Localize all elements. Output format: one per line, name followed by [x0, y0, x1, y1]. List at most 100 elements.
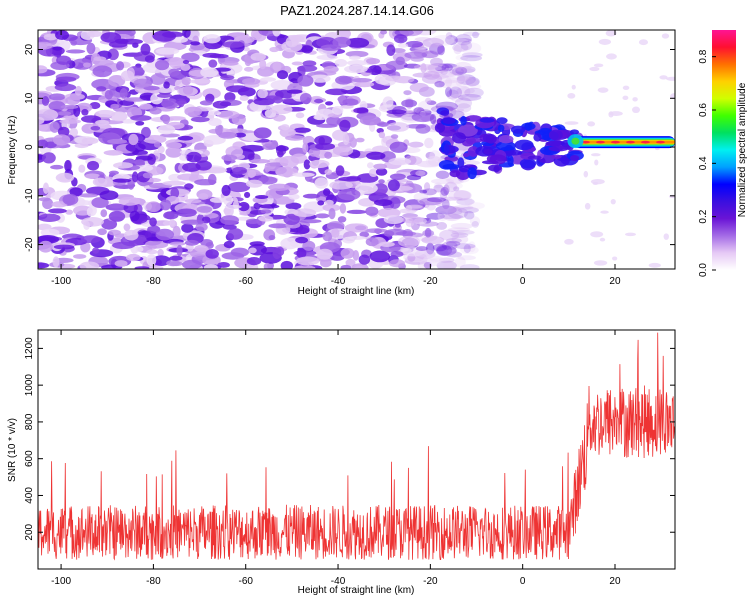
spectrogram-noise-blob: [184, 106, 202, 117]
spectrogram-noise-blob: [215, 124, 223, 136]
spectrogram-energy-blob: [521, 122, 536, 131]
spectrogram-noise-blob: [190, 41, 201, 46]
spectrogram-noise-blob: [349, 137, 357, 148]
spectrogram-noise-blob: [448, 37, 469, 47]
spectrogram-noise-blob: [378, 179, 385, 184]
colorbar-tick-label: 0.2: [698, 209, 709, 223]
spectrogram-noise-blob: [55, 30, 70, 41]
spectrogram-noise-blob: [468, 241, 476, 253]
spectrogram-noise-blob: [345, 37, 370, 48]
spectrogram-noise-blob: [55, 76, 77, 83]
spectrogram-noise-blob: [208, 117, 222, 127]
spectrogram-noise-blob: [162, 220, 172, 226]
spectrogram-noise-blob: [100, 32, 122, 43]
snr-y-tick-label: 1200: [24, 337, 35, 360]
spectrogram-noise-blob: [389, 173, 406, 181]
spectrogram-noise-blob: [631, 106, 641, 114]
spectrogram-noise-blob: [309, 74, 331, 83]
spectrogram-noise-blob: [157, 249, 164, 257]
spectrogram-energy-blob: [462, 152, 470, 158]
spectrogram-noise-blob: [146, 249, 158, 255]
spectrogram-noise-blob: [599, 237, 606, 242]
spectrogram-noise-blob: [268, 234, 276, 241]
spectrogram-noise-blob: [437, 63, 457, 69]
spectrogram-noise-blob: [220, 215, 239, 225]
spectrogram-noise-blob: [120, 70, 135, 82]
spectrogram-noise-blob: [169, 241, 186, 246]
spectrogram-noise-blob: [425, 155, 443, 168]
spectrogram-noise-blob: [454, 37, 472, 43]
spectrogram-noise-blob: [86, 206, 94, 217]
spectrogram-noise-blob: [96, 86, 107, 92]
spectrogram-noise-blob: [126, 253, 141, 262]
spectrogram-noise-blob: [339, 119, 351, 132]
spectrogram-noise-blob: [421, 236, 445, 245]
spectrogram-noise-blob: [81, 115, 102, 123]
spectrogram-noise-blob: [62, 193, 79, 206]
spectrogram-noise-blob: [259, 59, 267, 70]
spectrogram-noise-blob: [443, 184, 450, 196]
spectrogram-noise-blob: [156, 93, 173, 98]
snr-y-tick-label: 800: [24, 413, 35, 430]
spectrogram-noise-blob: [401, 216, 424, 224]
spectrogram-noise-blob: [144, 55, 155, 63]
spectrogram-noise-blob: [309, 159, 330, 169]
snr-y-tick-label: 400: [24, 487, 35, 504]
spectrogram-noise-blob: [454, 256, 466, 268]
spectrogram-noise-blob: [232, 166, 248, 175]
spectrogram-noise-blob: [257, 66, 275, 77]
spectrogram-noise-blob: [222, 41, 245, 48]
spectrogram-noise-blob: [38, 122, 49, 132]
spectrogram-noise-blob: [52, 134, 71, 146]
spectrogram-noise-blob: [74, 85, 82, 96]
spectrogram-noise-blob: [262, 143, 277, 151]
spectrogram-noise-blob: [375, 167, 388, 176]
spectrogram-noise-blob: [271, 196, 295, 205]
spectrogram-noise-blob: [86, 42, 96, 55]
spectrogram-noise-blob: [408, 141, 424, 148]
spectrogram-noise-blob: [435, 170, 450, 179]
spectrogram-signal-onset-core: [571, 137, 580, 145]
spectrogram-noise-blob: [440, 69, 448, 76]
spectrogram-noise-blob: [659, 75, 668, 80]
spectrogram-noise-blob: [445, 32, 453, 40]
spectrogram-energy-blob: [519, 158, 537, 169]
spectrogram-energy-blob: [467, 167, 477, 180]
spectrogram-noise-blob: [605, 30, 617, 37]
colorbar: 0.0 0.2 0.4 0.6 0.8 Normalized spectral ampl…: [698, 30, 748, 277]
spectrogram-noise-blob: [153, 141, 161, 148]
spectrogram-noise-blob: [366, 162, 374, 169]
snr-y-tick-label: 600: [24, 450, 35, 467]
spectrogram-noise-blob: [648, 262, 661, 268]
spectrogram-noise-blob: [299, 93, 312, 104]
spectrogram-y-axis-label: Frequency (Hz): [7, 116, 18, 185]
spectrogram-noise-blob: [390, 251, 404, 258]
spectrogram-noise-blob: [314, 98, 324, 104]
spectrogram-noise-blob: [253, 127, 272, 139]
spectrogram-noise-blob: [99, 190, 119, 201]
spectrogram-noise-blob: [452, 205, 474, 210]
spectrogram-noise-blob: [224, 204, 242, 209]
spectrogram-noise-blob: [454, 97, 473, 109]
spectrogram-noise-blob: [446, 240, 461, 247]
spectrogram-noise-blob: [82, 62, 91, 68]
spectrogram-noise-blob: [455, 54, 469, 61]
spectrogram-noise-blob: [181, 76, 192, 86]
spectrogram-noise-blob: [380, 30, 388, 35]
spectrogram-noise-blob: [268, 223, 289, 229]
spectrogram-noise-blob: [89, 101, 101, 110]
spectrogram-noise-blob: [179, 154, 189, 161]
spectrogram-noise-blob: [315, 196, 327, 202]
spectrogram-noise-blob: [411, 112, 435, 123]
spectrogram-noise-blob: [450, 93, 464, 103]
spectrogram-noise-blob: [144, 231, 152, 240]
spectrogram-noise-blob: [425, 97, 432, 104]
spectrogram-noise-blob: [458, 206, 479, 214]
spectrogram-noise-blob: [223, 240, 235, 249]
spectrogram-noise-blob: [663, 233, 669, 240]
spectrogram-noise-blob: [447, 227, 470, 233]
spectrogram-noise-blob: [125, 142, 146, 153]
spectrogram-noise-blob: [323, 65, 339, 73]
spectrogram-noise-blob: [359, 115, 381, 126]
colorbar-tick-label: 0.4: [698, 156, 709, 170]
